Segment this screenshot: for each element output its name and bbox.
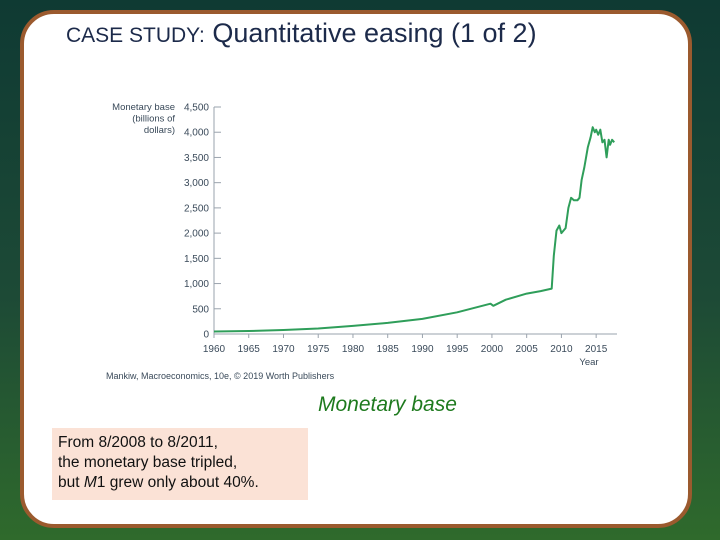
y-axis-label-line: (billions of [132,114,175,125]
series-line-monetary-base [213,126,615,333]
source-credit: Mankiw, Macroeconomics, 10e, © 2019 Wort… [106,371,335,381]
x-tick-label: 1980 [342,344,365,355]
x-tick-label: 1960 [203,344,226,355]
x-tick-label: 1975 [307,344,330,355]
y-tick-label: 2,500 [184,203,209,214]
y-tick-label: 500 [192,304,209,315]
note-line-2: the monetary base tripled, [58,454,238,471]
note-line-1: From 8/2008 to 8/2011, [58,434,218,451]
y-tick-label: 1,000 [184,279,209,290]
note-m-variable: M [83,474,97,491]
note-line-3-post: 1 grew only about 40%. [96,474,259,491]
x-axis-label: Year [579,357,598,368]
y-tick-label: 2,000 [184,229,209,240]
y-tick-label: 4,000 [184,128,209,139]
y-tick-label: 3,000 [184,178,209,189]
x-tick-label: 1985 [377,344,400,355]
y-axis-label-line: dollars) [144,125,175,136]
y-axis-label-line: Monetary base [112,102,175,113]
x-tick-label: 2015 [585,344,608,355]
title-rest: Quantitative easing (1 of 2) [204,18,537,48]
note-box: From 8/2008 to 8/2011, the monetary base… [52,428,308,500]
x-tick-label: 1995 [446,344,469,355]
y-tick-label: 1,500 [184,254,209,265]
y-tick-label: 3,500 [184,153,209,164]
x-tick-label: 2000 [481,344,504,355]
y-tick-label: 0 [203,330,209,341]
y-tick-label: 4,500 [184,103,209,114]
x-tick-label: 1965 [238,344,261,355]
x-tick-label: 2010 [550,344,573,355]
x-tick-label: 1970 [272,344,295,355]
note-line-3: but M1 grew only about 40%. [58,473,302,493]
x-tick-label: 2005 [516,344,539,355]
title-lead: CASE STUDY: [66,24,205,47]
note-line-3-pre: but [58,474,84,491]
x-tick-label: 1990 [411,344,434,355]
chart-caption: Monetary base [318,393,457,416]
slide-title: CASE STUDY: Quantitative easing (1 of 2) [66,18,686,49]
